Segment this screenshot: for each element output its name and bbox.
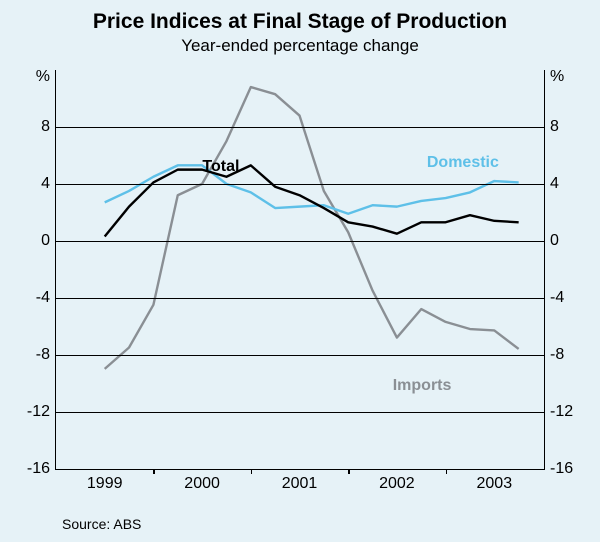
y-tick-label: -16 (27, 460, 50, 478)
chart-subtitle: Year-ended percentage change (0, 36, 600, 56)
x-tick-label: 2002 (379, 475, 415, 493)
gridline (56, 412, 544, 413)
y-tick-label: 0 (550, 232, 559, 250)
y-tick-label: -8 (550, 346, 564, 364)
gridline (56, 298, 544, 299)
gridline (56, 184, 544, 185)
y-tick-label: -12 (27, 403, 50, 421)
series-total (105, 165, 519, 236)
series-domestic (105, 165, 519, 213)
x-tick-mark (446, 469, 448, 474)
y-unit-left: % (36, 68, 50, 86)
series-label-imports: Imports (393, 377, 452, 395)
y-tick-label: -16 (550, 460, 573, 478)
y-unit-right: % (550, 68, 564, 86)
plot-area: % % -16-16-12-12-8-8-4-40044881999200020… (55, 70, 545, 470)
y-tick-label: -4 (36, 289, 50, 307)
y-tick-label: 4 (550, 175, 559, 193)
y-tick-label: 0 (41, 232, 50, 250)
gridline (56, 355, 544, 356)
x-tick-label: 1999 (87, 475, 123, 493)
y-tick-label: 8 (550, 118, 559, 136)
chart-svg (56, 70, 544, 469)
y-tick-label: -8 (36, 346, 50, 364)
series-label-domestic: Domestic (427, 154, 499, 172)
source-label: Source: ABS (62, 516, 141, 532)
y-tick-label: -12 (550, 403, 573, 421)
x-tick-label: 2000 (184, 475, 220, 493)
y-tick-label: 8 (41, 118, 50, 136)
x-tick-label: 2001 (282, 475, 318, 493)
gridline (56, 127, 544, 128)
x-tick-label: 2003 (477, 475, 513, 493)
x-tick-mark (251, 469, 253, 474)
x-tick-mark (153, 469, 155, 474)
series-imports (105, 87, 519, 369)
gridline (56, 241, 544, 242)
y-tick-label: -4 (550, 289, 564, 307)
chart-title: Price Indices at Final Stage of Producti… (0, 0, 600, 34)
chart-container: Price Indices at Final Stage of Producti… (0, 0, 600, 542)
x-tick-mark (348, 469, 350, 474)
series-label-total: Total (202, 158, 239, 176)
y-tick-label: 4 (41, 175, 50, 193)
